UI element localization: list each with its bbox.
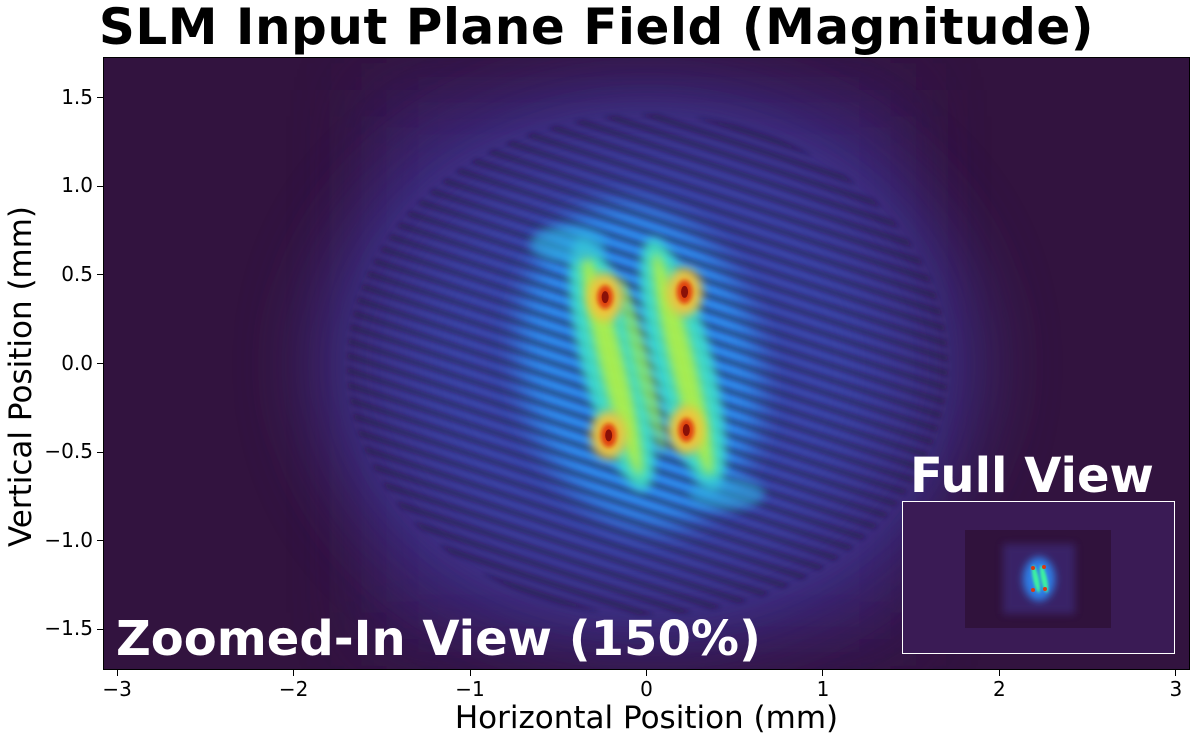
y-tick-label: −1.0 [44,527,93,552]
x-tick-label: −3 [102,677,132,701]
side-blob [688,477,765,510]
zoomed-view-label: Zoomed-In View (150%) [116,611,761,667]
full-view-thumbnail [903,502,1174,653]
y-tick-label: 1.5 [61,84,93,109]
heatmap-image [104,58,1189,669]
x-tick-mark [822,670,824,676]
y-tick-label: 0.0 [61,350,93,375]
x-tick-label: 2 [993,677,1006,701]
y-axis-label: Vertical Position (mm) [3,205,39,547]
x-tick-mark [998,670,1000,676]
heatmap-plot-area: Zoomed-In View (150%) Full View [103,57,1190,670]
y-tick-label: −1.5 [44,616,93,641]
x-tick-mark [116,670,118,676]
x-tick-mark [1175,670,1177,676]
x-tick-mark [293,670,295,676]
hotspot-peak [605,429,613,442]
x-tick-label: 3 [1169,677,1183,701]
center-stripe [619,278,666,454]
x-tick-mark [646,670,647,676]
hotspot-peak [682,424,690,437]
y-tick-mark [97,274,103,276]
y-tick-mark [97,185,103,187]
y-tick-label: −0.5 [44,439,93,464]
y-tick-mark [97,363,103,364]
hotspot-peak [601,291,609,304]
x-axis-label: Horizontal Position (mm) [454,700,839,736]
x-tick-label: 0 [640,677,653,701]
y-tick-label: 0.5 [61,261,93,286]
hotspot-peak [681,285,689,298]
y-tick-mark [97,451,103,453]
x-tick-mark [469,670,471,676]
y-tick-label: 1.0 [61,173,93,198]
y-tick-mark [97,97,103,99]
x-tick-label: −2 [278,677,309,701]
y-tick-mark [97,628,103,630]
side-blob [530,226,607,263]
full-view-inset [902,501,1175,654]
chart-title: SLM Input Plane Field (Magnitude) [98,0,1095,56]
x-tick-label: −1 [455,677,485,701]
y-tick-mark [97,540,103,542]
full-view-label: Full View [910,448,1154,504]
x-tick-label: 1 [816,677,830,701]
